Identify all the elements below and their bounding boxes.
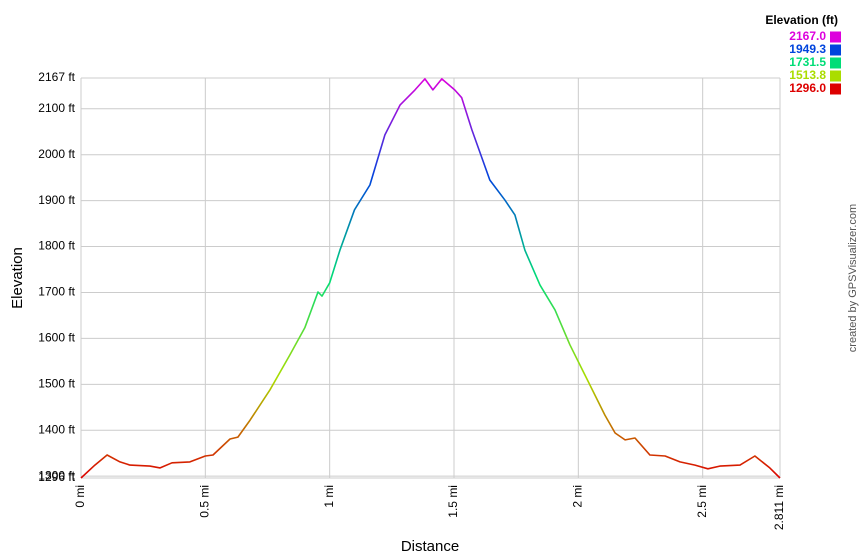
y-tick-label: 1700 ft [38, 285, 75, 299]
elevation-line [80, 78, 781, 479]
x-tick-label: 1 mi [322, 485, 336, 508]
legend-swatch [830, 70, 841, 82]
x-tick-label: 2.5 mi [695, 485, 709, 518]
x-tick-label: 1.5 mi [446, 485, 460, 518]
legend-label: 1296.0 [789, 81, 826, 95]
y-tick-label: 1900 ft [38, 193, 75, 207]
legend-swatch [830, 57, 841, 69]
y-tick-label: 2100 ft [38, 101, 75, 115]
credit: created by GPSVisualizer.com [847, 204, 859, 352]
legend-label: 1949.3 [789, 42, 826, 56]
legend-title: Elevation (ft) [765, 13, 838, 27]
x-tick-label: 0.5 mi [198, 485, 212, 518]
legend-label: 1731.5 [789, 55, 826, 69]
y-tick-label: 1800 ft [38, 239, 75, 253]
y-tick-label: 2000 ft [38, 147, 75, 161]
y-tick-label: 2167 ft [38, 70, 75, 84]
legend-swatch [830, 31, 841, 43]
x-tick-label: 2 mi [571, 485, 585, 508]
x-axis-label: Distance [401, 538, 459, 555]
y-tick-label: 1296 ft [38, 470, 75, 484]
y-axis-label: Elevation [9, 247, 26, 309]
y-tick-label: 1300 ft [38, 468, 75, 482]
legend-swatch [830, 44, 841, 56]
legend-label: 2167.0 [789, 29, 826, 43]
x-tick-label: 2.811 mi [772, 485, 786, 530]
legend-label: 1513.8 [789, 68, 826, 82]
y-tick-label: 1400 ft [38, 422, 75, 436]
legend-swatch [830, 83, 841, 95]
y-tick-label: 1500 ft [38, 376, 75, 390]
x-tick-label: 0 mi [73, 485, 87, 508]
y-tick-label: 1600 ft [38, 331, 75, 345]
